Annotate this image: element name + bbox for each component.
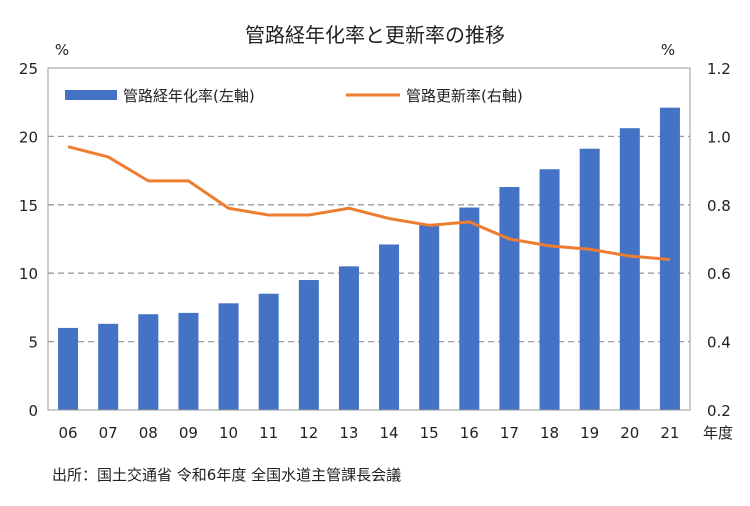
x-tick-label: 15 (420, 424, 439, 442)
bar-16 (459, 207, 480, 410)
left-tick-label: 0 (28, 402, 38, 420)
x-tick-label: 07 (99, 424, 118, 442)
bar-17 (499, 187, 520, 410)
left-tick-label: 20 (19, 128, 38, 146)
right-tick-label: 0.6 (707, 265, 731, 283)
left-tick-label: 15 (19, 197, 38, 215)
chart-title: 管路経年化率と更新率の推移 (245, 23, 505, 47)
bar-15 (419, 223, 440, 410)
legend: 管路経年化率(左軸) 管路更新率(右軸) (65, 87, 523, 105)
right-tick-label: 0.2 (707, 402, 731, 420)
bar-13 (338, 266, 359, 410)
renewal-rate-line (67, 145, 671, 262)
x-tick-label: 13 (339, 424, 358, 442)
left-tick-label: 25 (19, 60, 38, 78)
x-tick-label: 08 (139, 424, 158, 442)
left-tick-label: 5 (28, 334, 38, 352)
bar-10 (218, 303, 239, 410)
bar-20 (619, 128, 640, 410)
right-tick-label: 1.2 (707, 60, 731, 78)
bar-12 (298, 280, 319, 410)
x-tick-label: 18 (540, 424, 559, 442)
bar-08 (138, 314, 159, 410)
right-tick-label: 0.4 (707, 334, 731, 352)
legend-bar-label: 管路経年化率(左軸) (123, 87, 255, 105)
bar-14 (379, 244, 400, 410)
source-note: 出所：国土交通省 令和6年度 全国水道主管課長会議 (52, 466, 401, 484)
right-tick-label: 1.0 (707, 128, 731, 146)
bar-07 (98, 323, 119, 410)
left-tick-label: 10 (19, 265, 38, 283)
x-tick-label: 09 (179, 424, 198, 442)
plot-area-border (47, 67, 691, 411)
x-tick-label: 12 (299, 424, 318, 442)
x-tick-label: 11 (259, 424, 278, 442)
x-tick-label: 20 (620, 424, 639, 442)
bar-06 (58, 327, 79, 410)
bar-09 (178, 312, 199, 410)
bar-11 (258, 293, 279, 410)
x-tick-label: 19 (580, 424, 599, 442)
legend-line-label: 管路更新率(右軸) (406, 87, 523, 105)
x-tick-label: 16 (460, 424, 479, 442)
bar-18 (539, 169, 560, 410)
right-unit-label: % (661, 41, 675, 59)
x-tick-label: 10 (219, 424, 238, 442)
bar-19 (579, 148, 600, 410)
x-tick-label: 06 (59, 424, 78, 442)
x-tick-label: 21 (660, 424, 679, 442)
x-axis-label: 年度 (703, 424, 733, 442)
right-tick-label: 0.8 (707, 197, 731, 215)
x-tick-label: 17 (500, 424, 519, 442)
legend-bar-swatch (65, 90, 117, 100)
left-unit-label: % (55, 41, 69, 59)
x-tick-label: 14 (380, 424, 399, 442)
